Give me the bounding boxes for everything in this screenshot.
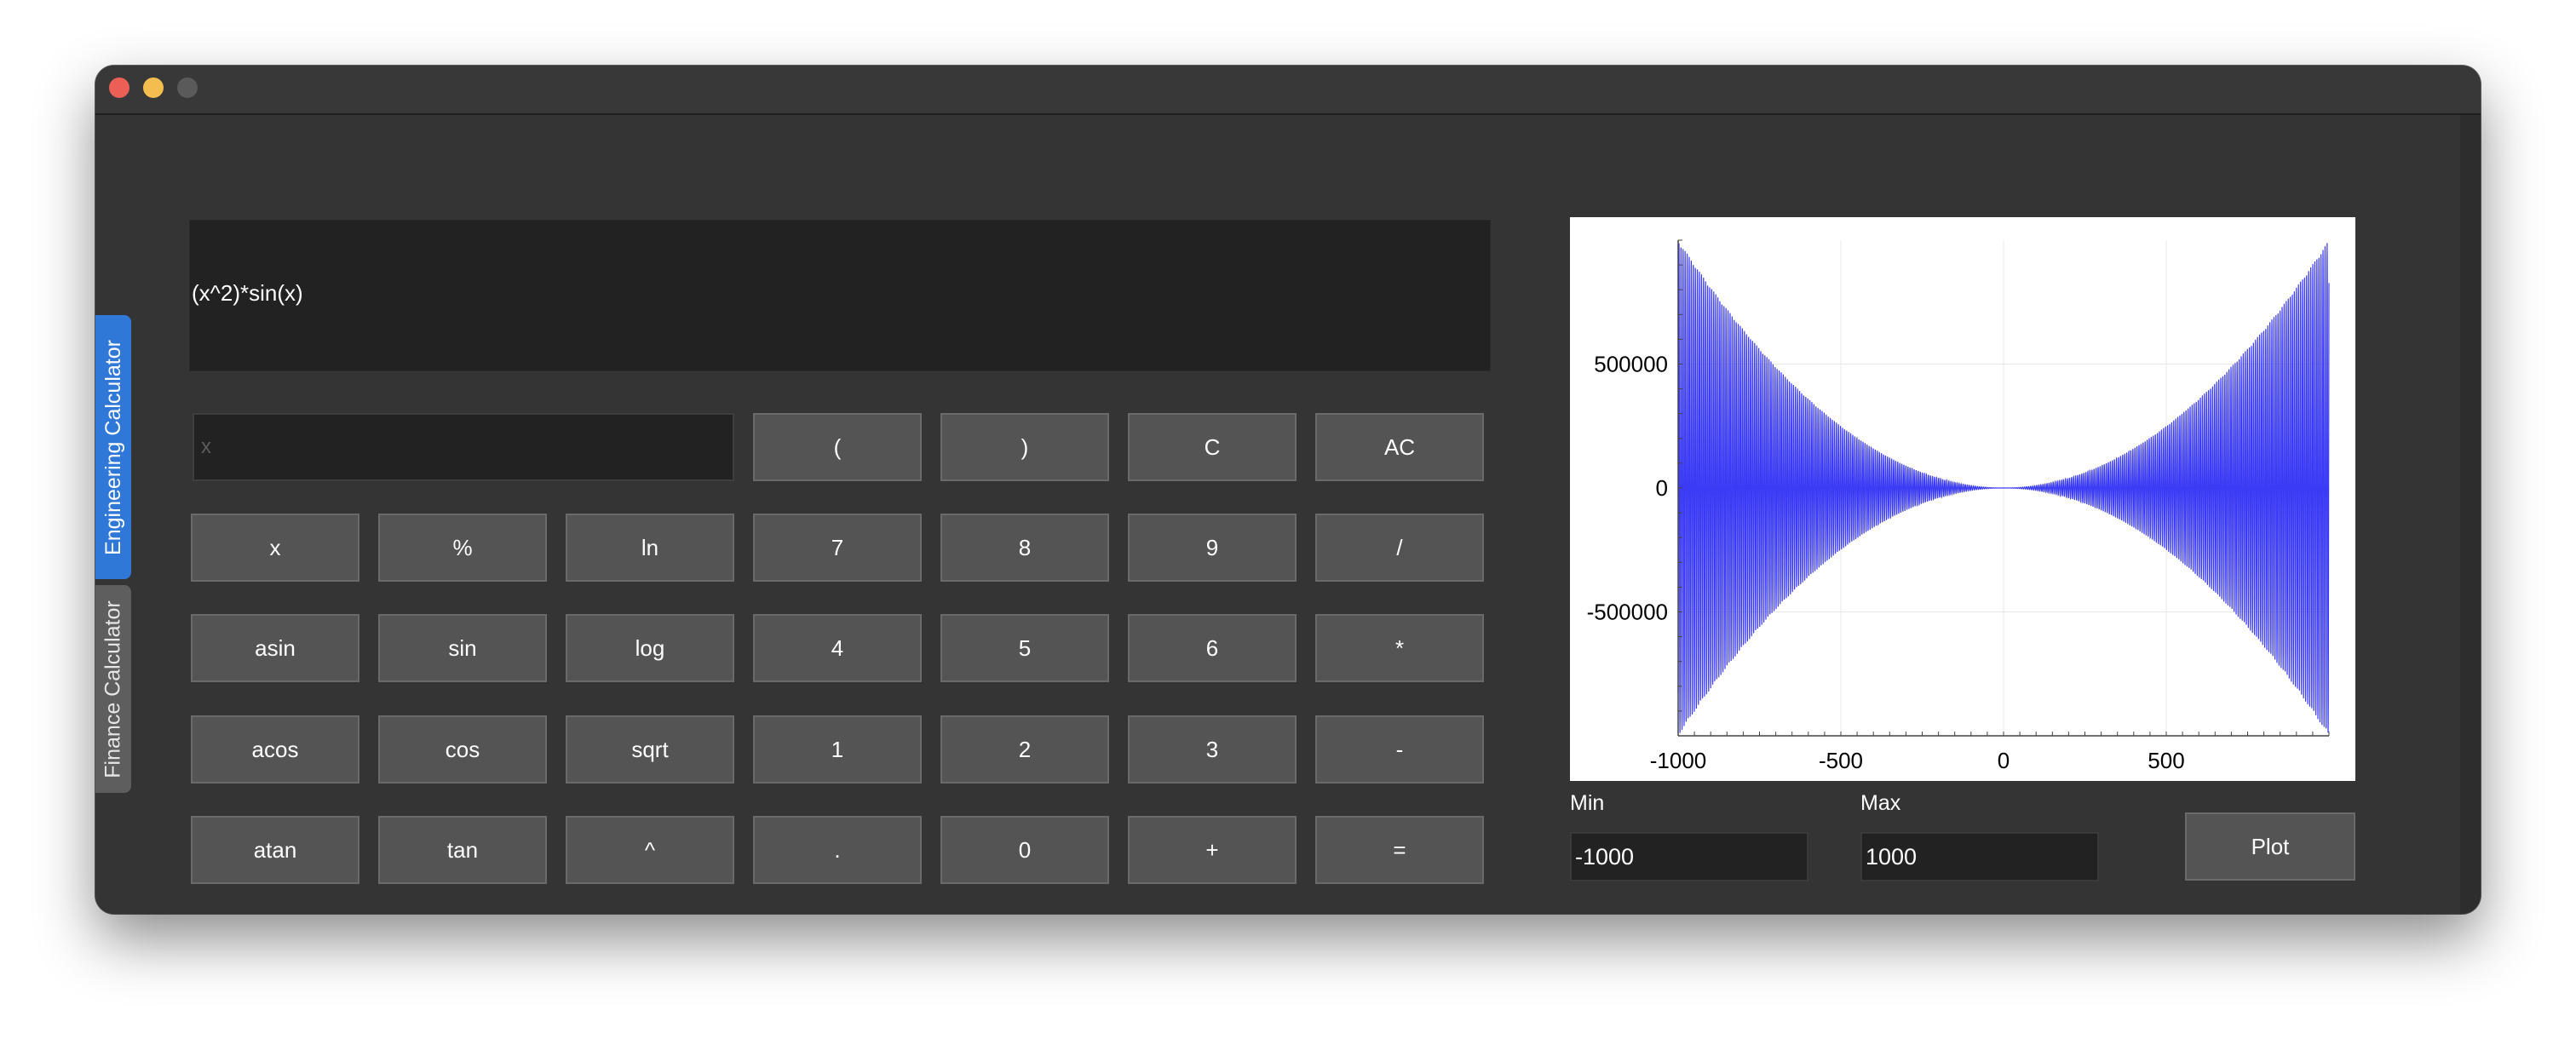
title-bar [95, 66, 2481, 115]
key-equals-button[interactable]: = [1315, 816, 1484, 884]
min-input[interactable] [1570, 832, 1808, 881]
key-atan-button[interactable]: atan [191, 816, 359, 884]
y-tick-label: 500000 [1594, 352, 1668, 377]
x-tick-label: 500 [2148, 748, 2184, 773]
key-minus-button[interactable]: - [1315, 715, 1484, 784]
y-tick-label: 0 [1656, 475, 1668, 501]
x-tick-label: 0 [1998, 748, 2010, 773]
key-acos-button[interactable]: acos [191, 715, 359, 784]
key-digit-6-button[interactable]: 6 [1128, 614, 1297, 682]
main-content: Engineering Calculator Finance Calculato… [95, 115, 2460, 914]
window-edge [2460, 115, 2481, 914]
key-multiply-button[interactable]: * [1315, 614, 1484, 682]
tab-engineering-calculator[interactable]: Engineering Calculator [95, 315, 131, 579]
key-digit-4-button[interactable]: 4 [753, 614, 922, 682]
max-label: Max [1860, 791, 1901, 815]
x-tick-label: -1000 [1650, 748, 1707, 773]
close-window-button[interactable] [109, 77, 129, 98]
max-input[interactable] [1860, 832, 2099, 881]
key-all-clear-button[interactable]: AC [1315, 413, 1484, 481]
plot-button[interactable]: Plot [2185, 812, 2355, 881]
key-tan-button[interactable]: tan [378, 816, 547, 884]
key-open-paren-button[interactable]: ( [753, 413, 922, 481]
key-divide-button[interactable]: / [1315, 514, 1484, 582]
key-log-button[interactable]: log [566, 614, 734, 682]
key-percent-button[interactable]: % [378, 514, 547, 582]
key-asin-button[interactable]: asin [191, 614, 359, 682]
x-tick-label: -500 [1819, 748, 1863, 773]
function-plot: -1000 -500 0 500 500000 0 -500000 [1587, 239, 2330, 773]
key-digit-9-button[interactable]: 9 [1128, 514, 1297, 582]
key-digit-7-button[interactable]: 7 [753, 514, 922, 582]
series-line [1677, 243, 2330, 733]
key-digit-1-button[interactable]: 1 [753, 715, 922, 784]
variable-input[interactable] [193, 413, 734, 481]
key-digit-8-button[interactable]: 8 [940, 514, 1109, 582]
maximize-window-button[interactable] [177, 77, 198, 98]
key-ln-button[interactable]: ln [566, 514, 734, 582]
key-sin-button[interactable]: sin [378, 614, 547, 682]
key-clear-button[interactable]: C [1128, 413, 1297, 481]
key-digit-5-button[interactable]: 5 [940, 614, 1109, 682]
key-digit-0-button[interactable]: 0 [940, 816, 1109, 884]
tab-label: Engineering Calculator [101, 339, 125, 555]
min-label: Min [1570, 791, 1605, 815]
key-digit-2-button[interactable]: 2 [940, 715, 1109, 784]
minimize-window-button[interactable] [143, 77, 164, 98]
key-digit-3-button[interactable]: 3 [1128, 715, 1297, 784]
key-close-paren-button[interactable]: ) [940, 413, 1109, 481]
expression-text: (x^2)*sin(x) [192, 280, 303, 306]
key-decimal-button[interactable]: . [753, 816, 922, 884]
expression-display: (x^2)*sin(x) [189, 220, 1491, 371]
plot-area: -1000 -500 0 500 500000 0 -500000 [1570, 217, 2355, 781]
key-variable-x-button[interactable]: x [191, 514, 359, 582]
key-power-button[interactable]: ^ [566, 816, 734, 884]
key-cos-button[interactable]: cos [378, 715, 547, 784]
y-tick-label: -500000 [1587, 600, 1668, 625]
tab-finance-calculator[interactable]: Finance Calculator [95, 585, 131, 793]
key-plus-button[interactable]: + [1128, 816, 1297, 884]
app-window: Engineering Calculator Finance Calculato… [95, 66, 2481, 914]
tab-label: Finance Calculator [101, 600, 125, 778]
key-sqrt-button[interactable]: sqrt [566, 715, 734, 784]
